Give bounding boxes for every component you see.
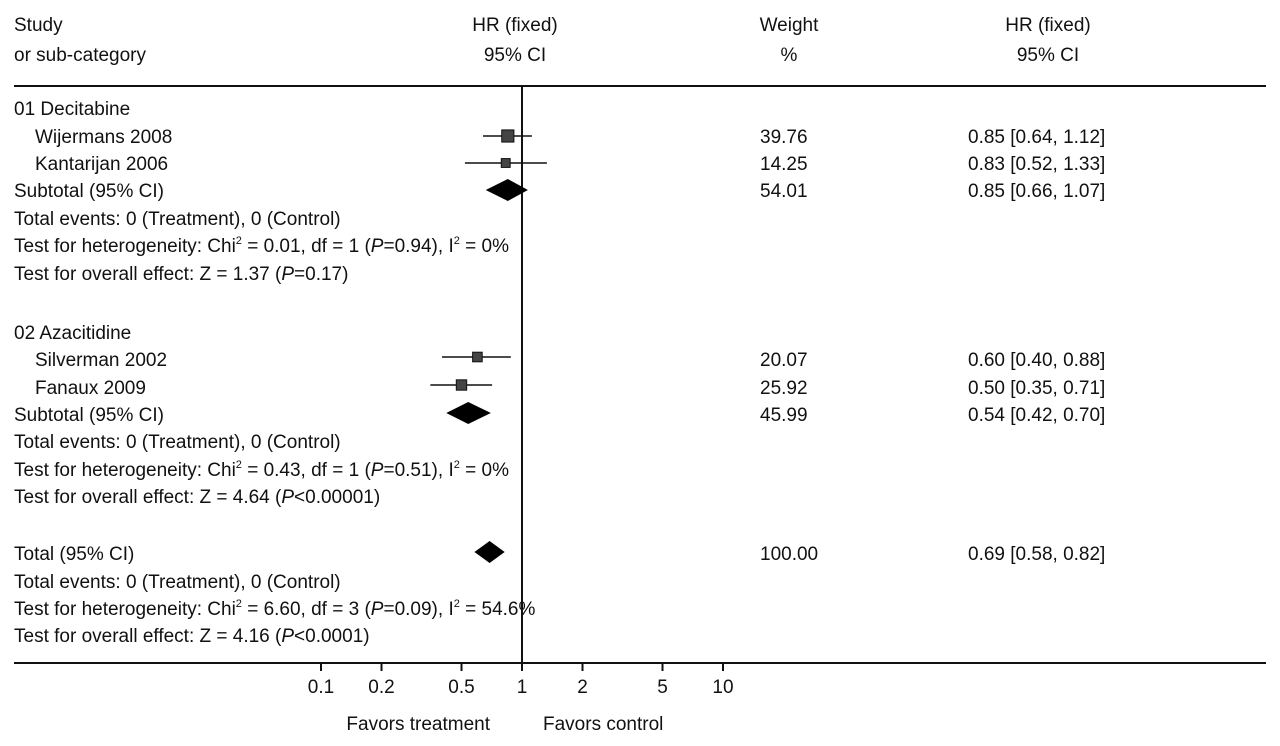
x-tick-label: 1 <box>517 677 528 698</box>
x-tick-label: 0.5 <box>448 677 474 698</box>
favors-treatment-label: Favors treatment <box>346 714 490 735</box>
total-ci: 0.69 [0.58, 0.82] <box>968 544 1105 565</box>
heterogeneity-test: Test for heterogeneity: Chi2 = 0.43, df … <box>14 459 509 481</box>
study-square <box>500 158 511 168</box>
x-tick-label: 2 <box>577 677 588 698</box>
subtotal-ci: 0.54 [0.42, 0.70] <box>968 405 1105 426</box>
x-tick-label: 0.1 <box>308 677 334 698</box>
heterogeneity-test: Test for heterogeneity: Chi2 = 0.01, df … <box>14 235 509 257</box>
heterogeneity-test: Test for heterogeneity: Chi2 = 6.60, df … <box>14 598 535 620</box>
subgroup-title: 02 Azacitidine <box>14 323 131 344</box>
total-events: Total events: 0 (Treatment), 0 (Control) <box>14 572 341 593</box>
subgroup-title: 01 Decitabine <box>14 99 130 120</box>
study-name: Wijermans 2008 <box>35 127 172 148</box>
header-study-sub: or sub-category <box>14 45 147 66</box>
total-events: Total events: 0 (Treatment), 0 (Control) <box>14 209 341 230</box>
x-tick-label: 0.2 <box>368 677 394 698</box>
study-weight: 39.76 <box>760 127 808 148</box>
x-tick-label: 10 <box>712 677 733 698</box>
study-ci: 0.83 [0.52, 1.33] <box>968 154 1105 175</box>
study-name: Silverman 2002 <box>35 350 167 371</box>
header-ci-sub: 95% CI <box>1017 45 1079 66</box>
pooled-diamond <box>485 179 528 201</box>
header-study: Study <box>14 15 63 36</box>
header-weight: Weight <box>760 15 820 36</box>
header-ci: HR (fixed) <box>1005 15 1091 36</box>
subtotal-ci: 0.85 [0.66, 1.07] <box>968 181 1105 202</box>
study-weight: 25.92 <box>760 378 808 399</box>
subtotal-label: Subtotal (95% CI) <box>14 181 164 202</box>
x-tick-label: 5 <box>657 677 668 698</box>
study-square <box>501 129 515 143</box>
study-name: Fanaux 2009 <box>35 378 146 399</box>
study-ci: 0.50 [0.35, 0.71] <box>968 378 1105 399</box>
total-events: Total events: 0 (Treatment), 0 (Control) <box>14 432 341 453</box>
pooled-diamond <box>446 402 491 424</box>
header-plot-ci: 95% CI <box>484 45 546 66</box>
study-weight: 20.07 <box>760 350 808 371</box>
favors-control-label: Favors control <box>543 714 663 735</box>
study-name: Kantarijan 2006 <box>35 154 168 175</box>
study-square <box>472 351 483 363</box>
header-plot: HR (fixed) <box>472 15 558 36</box>
study-ci: 0.60 [0.40, 0.88] <box>968 350 1105 371</box>
total-label: Total (95% CI) <box>14 544 134 565</box>
total-weight: 100.00 <box>760 544 818 565</box>
study-square <box>455 379 468 391</box>
overall-effect-test: Test for overall effect: Z = 4.64 (P<0.0… <box>14 487 380 508</box>
subtotal-label: Subtotal (95% CI) <box>14 405 164 426</box>
study-weight: 14.25 <box>760 154 808 175</box>
subtotal-weight: 54.01 <box>760 181 808 202</box>
header-weight-unit: % <box>781 45 798 66</box>
subtotal-weight: 45.99 <box>760 405 808 426</box>
overall-effect-test: Test for overall effect: Z = 1.37 (P=0.1… <box>14 264 348 285</box>
overall-effect-test: Test for overall effect: Z = 4.16 (P<0.0… <box>14 626 370 647</box>
pooled-diamond <box>474 541 505 563</box>
study-ci: 0.85 [0.64, 1.12] <box>968 127 1105 148</box>
